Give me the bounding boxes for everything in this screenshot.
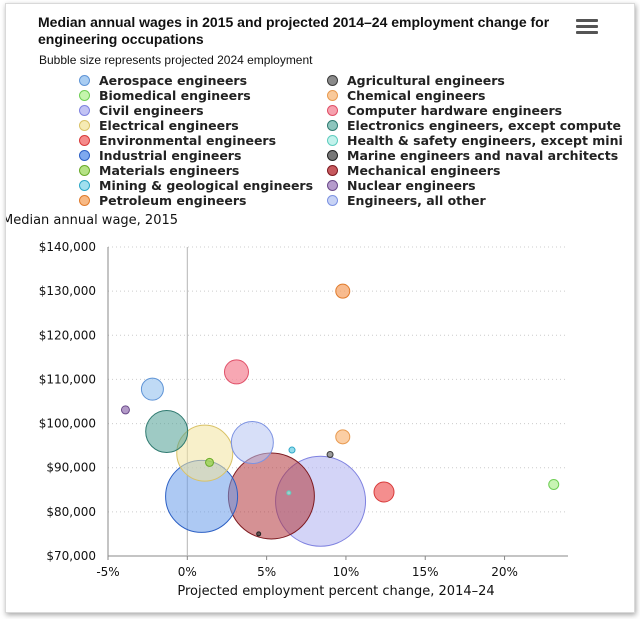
legend-label: Civil engineers (99, 103, 204, 118)
chart-legend: Aerospace engineers Agricultural engineer… (6, 4, 634, 214)
y-tick-label: $120,000 (39, 328, 96, 342)
legend-label: Materials engineers (99, 163, 240, 178)
y-tick-label: $110,000 (39, 372, 96, 386)
hamburger-menu-icon[interactable] (576, 19, 598, 37)
legend-label: Biomedical engineers (99, 88, 251, 103)
legend-swatch (79, 195, 90, 206)
bubble-point (335, 283, 351, 299)
y-axis-label: Median annual wage, 2015 (5, 213, 179, 228)
chart-container: Median annual wages in 2015 and projecte… (5, 3, 635, 613)
y-tick-label: $100,000 (39, 417, 96, 431)
legend-swatch (327, 75, 338, 86)
legend-swatch (79, 135, 90, 146)
plot-area: $70,000 $80,000 $90,000 $100,000 $110,000 $12… (39, 240, 568, 579)
legend-label: Engineers, all other (347, 193, 486, 208)
bubble-point (335, 429, 351, 445)
bubble-point (548, 478, 560, 490)
y-tick-label: $140,000 (39, 240, 96, 254)
legend-swatch (327, 165, 338, 176)
legend-label: Environmental engineers (99, 133, 277, 148)
y-tick-label: $90,000 (46, 461, 96, 475)
legend-swatch (79, 165, 90, 176)
x-tick-label: 20% (491, 565, 518, 579)
bubble-point (373, 481, 395, 503)
legend-swatch (327, 105, 338, 116)
bubble-point (286, 490, 292, 496)
legend-label: Health & safety engineers, except mini (347, 133, 623, 148)
x-tick-label: -5% (96, 565, 119, 579)
legend-swatch (79, 105, 90, 116)
y-tick-label: $70,000 (46, 549, 96, 563)
legend-label: Chemical engineers (347, 88, 486, 103)
x-tick-label: 5% (257, 565, 276, 579)
legend-label: Mechanical engineers (347, 163, 501, 178)
legend-label: Computer hardware engineers (347, 103, 563, 118)
legend-label: Electrical engineers (99, 118, 239, 133)
legend-label: Marine engineers and naval architects (347, 148, 619, 163)
y-tick-label: $130,000 (39, 284, 96, 298)
legend-label: Nuclear engineers (347, 178, 476, 193)
legend-swatch (327, 90, 338, 101)
bubble-point (288, 446, 296, 454)
bubble-point (326, 450, 334, 458)
bubble-point (230, 421, 274, 465)
bubble-point (120, 405, 130, 415)
legend-label: Petroleum engineers (99, 193, 247, 208)
legend-label: Agricultural engineers (347, 73, 505, 88)
legend-swatch (327, 195, 338, 206)
legend-swatch (327, 180, 338, 191)
legend-swatch (79, 120, 90, 131)
bubble-point (223, 359, 249, 385)
chart-title: Median annual wages in 2015 and projecte… (38, 14, 550, 47)
x-tick-label: 15% (412, 565, 439, 579)
bubble-point (205, 457, 215, 467)
bubble-point (176, 424, 234, 482)
x-tick-label: 10% (333, 565, 360, 579)
chart-subtitle: Bubble size represents projected 2024 em… (39, 53, 313, 67)
bubble-point (140, 377, 164, 401)
legend-swatch (327, 150, 338, 161)
legend-label: Mining & geological engineers (99, 178, 314, 193)
bubble-point (256, 531, 262, 537)
legend-label: Industrial engineers (99, 148, 242, 163)
legend-swatch (79, 75, 90, 86)
legend-label: Electronics engineers, except compute (347, 118, 622, 133)
y-tick-label: $80,000 (46, 505, 96, 519)
legend-swatch (327, 135, 338, 146)
bubble-point (227, 452, 315, 540)
bubble-point (145, 410, 189, 454)
legend-swatch (79, 150, 90, 161)
legend-label: Aerospace engineers (99, 73, 248, 88)
x-axis-label: Projected employment percent change, 201… (177, 584, 495, 599)
legend-swatch (79, 180, 90, 191)
legend-swatch (79, 90, 90, 101)
x-tick-label: 0% (178, 565, 197, 579)
legend-swatch (327, 120, 338, 131)
